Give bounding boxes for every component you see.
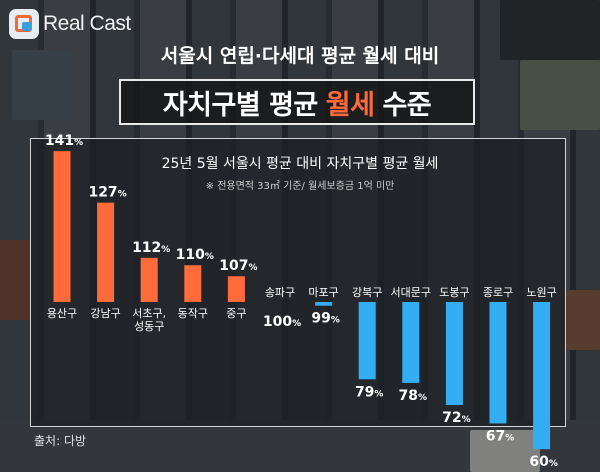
- chart-panel: [30, 138, 566, 427]
- chart-title: 25년 5월 서울시 평균 대비 자치구별 평균 월세: [161, 156, 439, 172]
- value-label: 79%: [355, 384, 384, 400]
- bar-1: [53, 151, 71, 302]
- brand-name: Real Cast: [43, 12, 131, 35]
- value-label: 99%: [311, 311, 340, 327]
- category-label: 용산구: [47, 307, 77, 320]
- value-label: 67%: [486, 428, 515, 444]
- bar-9: [402, 302, 420, 383]
- category-label: 중구: [226, 307, 246, 320]
- category-label: 강남구: [90, 307, 120, 320]
- source-credit: 출처: 다방: [34, 434, 87, 448]
- bar-7: [315, 302, 333, 306]
- page-title-highlight: 월세: [325, 89, 375, 121]
- chart-note: ※ 전용면적 33㎡ 기준/ 월세보증금 1억 미만: [205, 181, 395, 192]
- page-title-suffix: 수준: [382, 89, 432, 121]
- value-label: 141%: [45, 133, 83, 149]
- bar-4: [184, 265, 202, 302]
- value-label: 112%: [132, 240, 170, 256]
- value-label: 72%: [442, 410, 471, 426]
- value-label: 107%: [219, 258, 257, 274]
- bar-11: [489, 302, 507, 424]
- value-label: 60%: [529, 454, 558, 470]
- page-title: 자치구별 평균 월세 수준: [119, 79, 475, 125]
- bar-5: [227, 276, 245, 302]
- value-label: 78%: [399, 388, 428, 404]
- value-label: 100%: [263, 314, 301, 330]
- category-label: 동작구: [178, 307, 208, 320]
- category-label: 노원구: [526, 286, 556, 299]
- category-label: 종로구: [483, 286, 513, 299]
- bar-10: [445, 302, 463, 406]
- category-label: 강북구: [352, 286, 382, 299]
- page-title-text: 자치구별 평균: [162, 89, 318, 121]
- category-label: 마포구: [308, 286, 338, 299]
- bar-3: [140, 257, 158, 302]
- bar-12: [533, 302, 551, 450]
- realcast-logo-icon: [9, 9, 39, 39]
- bar-8: [358, 302, 376, 380]
- bar-2: [97, 202, 115, 302]
- category-label: 서대문구: [391, 286, 431, 299]
- brand-logo: Real Cast: [9, 9, 131, 39]
- category-label: 도봉구: [439, 286, 469, 299]
- category-label: 송파구: [265, 286, 295, 299]
- value-label: 110%: [176, 247, 214, 263]
- page-subtitle: 서울시 연립·다세대 평균 월세 대비: [160, 45, 440, 67]
- value-label: 127%: [88, 185, 126, 201]
- category-label: 서초구, 성동구: [132, 307, 166, 333]
